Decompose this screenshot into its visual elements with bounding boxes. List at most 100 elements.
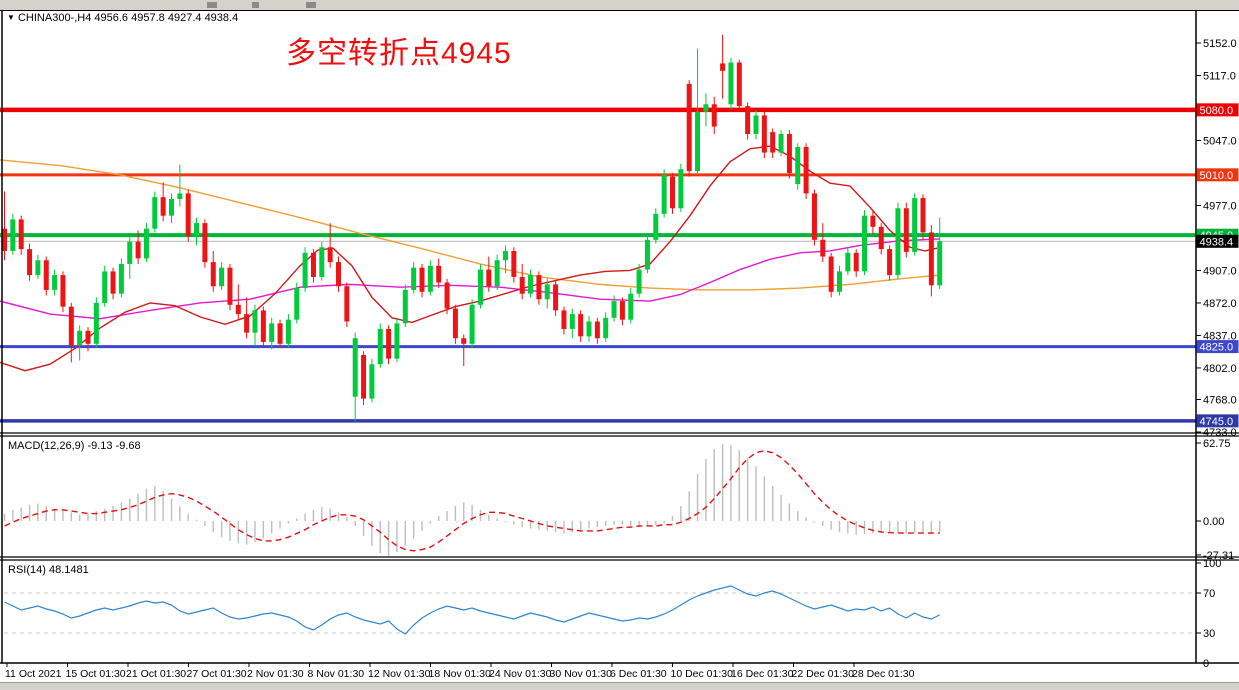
candle [2,191,7,261]
candle [444,278,450,315]
candle [644,234,650,274]
candle [820,223,826,263]
candle [177,164,183,207]
svg-text:5152.0: 5152.0 [1203,38,1237,50]
macd-panel[interactable] [3,443,941,556]
svg-text:4802.0: 4802.0 [1203,363,1237,375]
candle [361,351,367,406]
svg-text:4872.0: 4872.0 [1203,298,1237,310]
svg-text:4907.0: 4907.0 [1203,265,1237,277]
candle [235,284,241,320]
candle [452,304,458,344]
candle [194,217,200,246]
candle [118,258,124,298]
candle [903,202,909,258]
svg-text:4977.0: 4977.0 [1203,200,1237,212]
candle [277,319,283,348]
candle [736,59,742,112]
candle [260,306,266,348]
ohlc-low: 4927.4 [167,12,202,24]
svg-text:4825.0: 4825.0 [1200,342,1234,354]
time-axis[interactable]: 11 Oct 2021 15 Oct 01:30 21 Oct 01:30 27 Oc… [5,663,915,680]
ma-mid-magenta [0,238,941,320]
macd-signal-line [4,450,940,552]
candle [853,249,859,277]
svg-text:5117.0: 5117.0 [1203,70,1236,82]
price-axis[interactable]: 5152.0 5117.0 5047.0 4977.0 4907.0 4872.0 4837… [1196,38,1239,439]
candle [244,297,250,339]
candle [686,80,692,177]
candle [469,299,475,348]
candle [503,245,508,274]
rsi-panel[interactable] [4,585,1196,635]
candle [344,282,350,328]
svg-text:5080.0: 5080.0 [1200,105,1234,117]
candle [795,143,801,190]
candle [803,143,809,199]
candle [227,263,233,311]
candle [402,284,408,328]
candle [745,102,751,140]
candle [636,263,642,298]
text-annotation-pivot: 多空转折点4945 [286,37,512,70]
candle [703,93,709,127]
candle [160,182,166,222]
candle [561,306,567,335]
candle [586,315,592,342]
svg-text:5047.0: 5047.0 [1203,135,1237,147]
collapse-triangle-icon[interactable]: ▼ [7,13,15,22]
candle [77,325,83,361]
svg-text:21 Oct 01:30: 21 Oct 01:30 [126,668,186,680]
candle [778,130,784,157]
candle [603,312,609,342]
svg-text:2 Nov 01:30: 2 Nov 01:30 [247,668,304,680]
candle [127,236,133,279]
candle [544,278,550,309]
candle [60,271,66,313]
candle [920,194,926,240]
svg-text:30: 30 [1203,628,1215,640]
candle [386,325,392,365]
macd-axis[interactable]: 62.75 0.00 -27.31 [1196,438,1234,562]
svg-text:4745.0: 4745.0 [1200,416,1234,428]
candle [628,288,634,324]
candle [52,269,58,296]
svg-text:4837.0: 4837.0 [1203,330,1237,342]
svg-text:28 Dec 01:30: 28 Dec 01:30 [852,668,915,680]
candle [93,297,99,348]
candle [43,256,49,296]
candle [753,109,759,140]
rsi-axis[interactable]: 100 70 30 0 [1196,558,1221,670]
price-badge [1196,103,1239,117]
rsi-indicator-label: RSI(14) 48.1481 [8,564,89,576]
candle [720,34,726,99]
svg-text:0: 0 [1203,658,1209,670]
candle [811,189,817,246]
candle [269,317,275,350]
candle [553,280,559,316]
candle [285,314,291,348]
panel-frame [0,10,1239,664]
price-badge [1196,414,1239,428]
candle [494,254,500,290]
rsi-line [4,585,940,635]
candle [678,163,684,212]
svg-text:-27.31: -27.31 [1203,550,1234,562]
candle [594,317,600,344]
svg-text:18 Nov 01:30: 18 Nov 01:30 [429,668,492,680]
horizontal-level-lines[interactable] [0,107,1196,423]
candle [10,213,16,255]
ohlc-high: 4957.8 [131,12,165,24]
svg-text:10 Dec 01:30: 10 Dec 01:30 [671,668,734,680]
candle [770,128,776,159]
candle [870,210,876,235]
candle [619,297,625,326]
svg-text:12 Nov 01:30: 12 Nov 01:30 [368,668,431,680]
candle [336,256,341,292]
candle [477,263,483,309]
candle [35,254,41,279]
svg-text:24 Nov 01:30: 24 Nov 01:30 [489,668,552,680]
svg-text:4938.4: 4938.4 [1200,236,1234,248]
candle [302,247,308,292]
